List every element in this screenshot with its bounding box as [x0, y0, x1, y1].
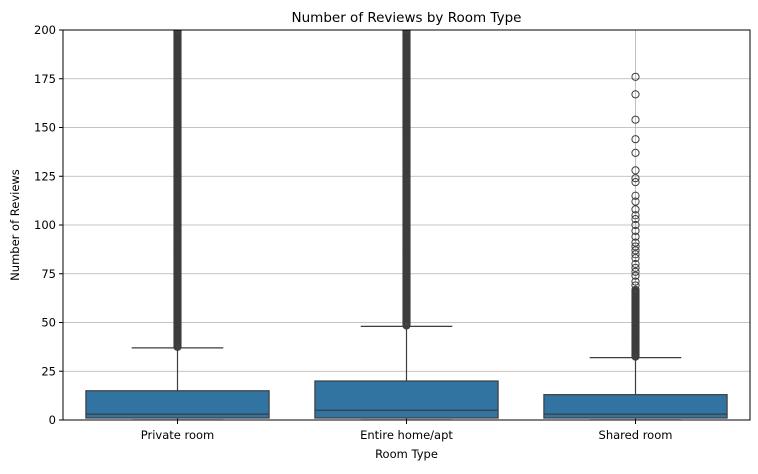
outlier-point — [631, 90, 640, 99]
outlier-point — [631, 220, 640, 230]
x-axis-ticks: Private room Entire home/apt Shared room — [141, 420, 673, 442]
outlier-point — [631, 246, 640, 255]
y-axis-label: Number of Reviews — [8, 169, 22, 281]
y-tick-label: 0 — [49, 413, 56, 427]
outlier-point — [631, 174, 640, 183]
outlier-point — [631, 226, 640, 235]
outlier-point — [631, 250, 640, 259]
box-plot-series — [85, 30, 728, 420]
chart-title: Number of Reviews by Room Type — [292, 10, 522, 26]
outlier-point — [631, 281, 640, 290]
y-axis-ticks: 0 25 50 75 100 125 150 175 200 — [34, 23, 63, 427]
outlier-point — [631, 285, 640, 295]
y-tick-label: 175 — [34, 72, 56, 86]
outlier-point — [631, 238, 640, 247]
outlier-point — [631, 148, 640, 157]
outlier-point — [631, 277, 640, 286]
outlier-point — [631, 72, 640, 81]
y-tick-label: 200 — [34, 23, 56, 37]
outlier-point — [631, 259, 640, 269]
outlier-point — [631, 197, 640, 206]
y-tick-label: 150 — [34, 121, 56, 135]
outlier-point — [631, 211, 640, 220]
x-tick-label: Private room — [141, 428, 215, 442]
x-axis-label: Room Type — [375, 447, 438, 461]
outlier-point — [402, 30, 411, 35]
outlier-point — [631, 271, 640, 280]
y-tick-label: 25 — [41, 364, 56, 378]
y-tick-label: 75 — [41, 267, 56, 281]
y-tick-label: 50 — [41, 316, 56, 330]
iqr-box — [314, 380, 499, 419]
outlier-point — [631, 242, 640, 251]
y-tick-label: 100 — [34, 218, 56, 232]
outlier-point — [631, 166, 640, 175]
x-tick-label: Shared room — [599, 428, 673, 442]
outlier-point — [631, 205, 640, 214]
box-group-2 — [543, 72, 728, 420]
outlier-point — [631, 263, 640, 272]
outlier-point — [631, 178, 640, 187]
outlier-point — [631, 215, 640, 224]
x-tick-label: Entire home/apt — [360, 428, 453, 442]
outlier-point — [631, 115, 640, 124]
iqr-box — [85, 390, 270, 419]
outlier-point — [631, 232, 640, 241]
y-tick-label: 125 — [34, 169, 56, 183]
outlier-point — [631, 267, 640, 276]
outlier-point — [631, 135, 640, 144]
outlier-point — [631, 191, 640, 200]
outlier-point — [631, 254, 640, 263]
box-group-1 — [314, 30, 499, 420]
iqr-box — [543, 394, 728, 419]
box-group-0 — [85, 30, 270, 420]
